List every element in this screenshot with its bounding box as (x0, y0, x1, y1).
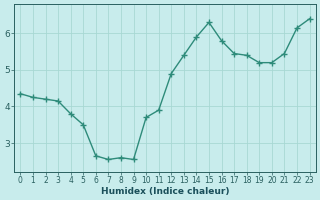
X-axis label: Humidex (Indice chaleur): Humidex (Indice chaleur) (101, 187, 229, 196)
